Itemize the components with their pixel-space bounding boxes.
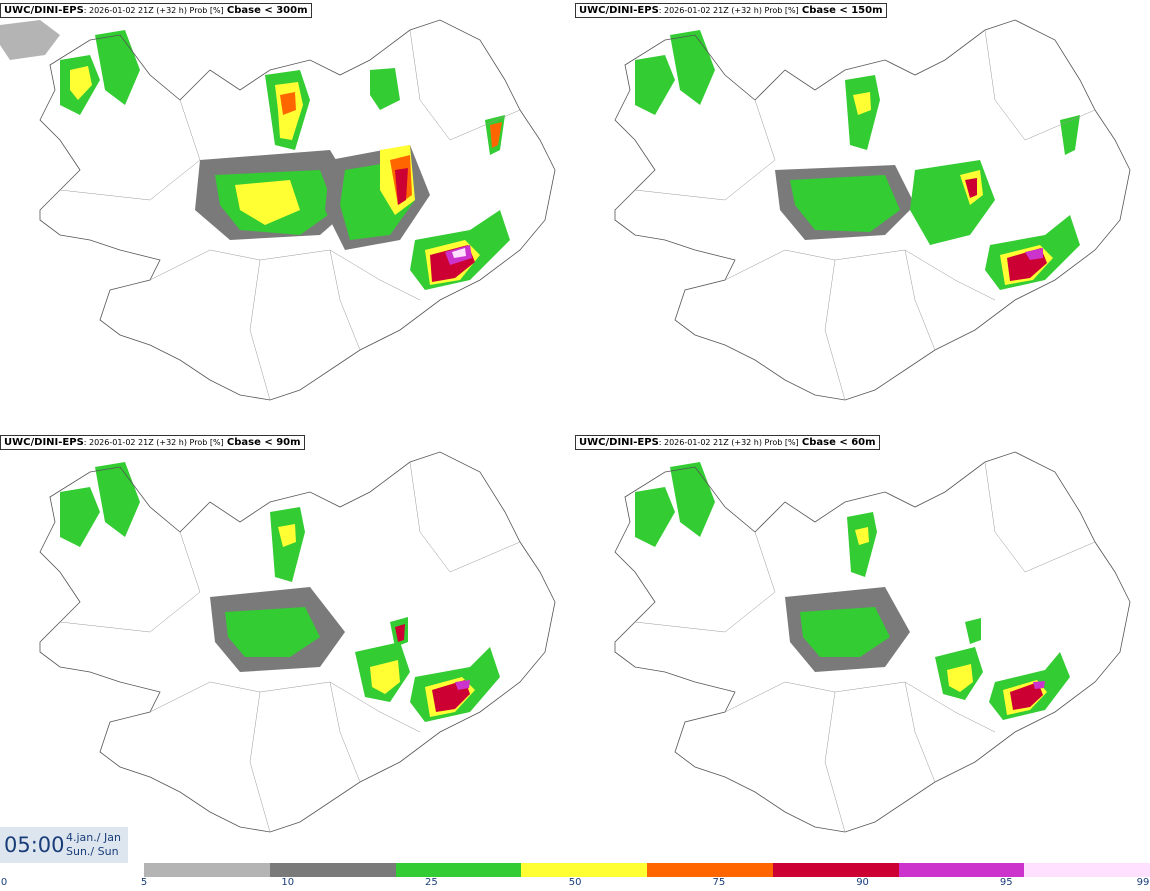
inland-boundaries — [634, 29, 1096, 401]
panel-title: UWC/DINI-EPS: 2026-01-02 21Z (+32 h) Pro… — [575, 3, 887, 18]
legend-swatch — [395, 863, 522, 877]
panel-title: UWC/DINI-EPS: 2026-01-02 21Z (+32 h) Pro… — [0, 435, 305, 450]
run-info: : 2026-01-02 21Z (+32 h) Prob [%] — [658, 6, 799, 15]
legend-tick-label: 0 — [0, 877, 8, 888]
coastline — [614, 19, 1131, 401]
legend-swatch — [772, 863, 899, 877]
legend-tick-label: 10 — [281, 877, 295, 888]
valid-time-box: 05:00 4.jan./ Jan Sun./ Sun — [0, 827, 128, 863]
map-panel-150m: UWC/DINI-EPS: 2026-01-02 21Z (+32 h) Pro… — [575, 0, 1150, 432]
valid-date-line1: 4.jan./ Jan — [66, 831, 121, 844]
legend-swatch — [1024, 863, 1150, 877]
coastline — [614, 451, 1131, 833]
coastline — [39, 451, 556, 833]
coastline — [39, 19, 556, 401]
legend-swatch — [521, 863, 647, 877]
panel-title: UWC/DINI-EPS: 2026-01-02 21Z (+32 h) Pro… — [0, 3, 312, 18]
prob-shading — [635, 30, 1080, 290]
legend-tick-label: 25 — [425, 877, 438, 888]
variable-name: Cbase < 90m — [226, 437, 301, 448]
legend-tick-label: 95 — [999, 877, 1013, 888]
run-info: : 2026-01-02 21Z (+32 h) Prob [%] — [83, 6, 224, 15]
model-name: UWC/DINI-EPS — [579, 5, 659, 16]
model-name: UWC/DINI-EPS — [579, 437, 659, 448]
legend-swatch — [898, 863, 1025, 877]
inland-boundaries — [59, 461, 521, 833]
run-info: : 2026-01-02 21Z (+32 h) Prob [%] — [658, 438, 799, 447]
legend-swatch — [144, 863, 270, 877]
legend-tick-label: 90 — [856, 877, 869, 888]
valid-date-line2: Sun./ Sun — [66, 845, 119, 858]
legend-ticks: 0 5 10 25 50 75 90 95 99 — [0, 877, 1150, 891]
variable-name: Cbase < 300m — [226, 5, 308, 16]
legend-tick-label: 50 — [568, 877, 582, 888]
iceland-probability-map — [614, 19, 1131, 401]
inland-boundaries — [59, 29, 521, 401]
map-panel-300m: UWC/DINI-EPS: 2026-01-02 21Z (+32 h) Pro… — [0, 0, 575, 432]
model-name: UWC/DINI-EPS — [4, 5, 84, 16]
iceland-probability-map — [39, 451, 556, 833]
variable-name: Cbase < 60m — [801, 437, 876, 448]
legend-tick-label: 99 — [1136, 877, 1150, 888]
map-panel-60m: UWC/DINI-EPS: 2026-01-02 21Z (+32 h) Pro… — [575, 432, 1150, 864]
run-info: : 2026-01-02 21Z (+32 h) Prob [%] — [83, 438, 224, 447]
prob-shading — [0, 20, 510, 290]
legend-tick-label: 75 — [712, 877, 726, 888]
valid-date: 4.jan./ Jan Sun./ Sun — [66, 831, 121, 859]
valid-time: 05:00 — [4, 833, 65, 857]
probability-color-legend — [144, 863, 1150, 877]
prob-shading — [60, 462, 500, 722]
iceland-probability-map — [0, 19, 556, 401]
panel-title: UWC/DINI-EPS: 2026-01-02 21Z (+32 h) Pro… — [575, 435, 880, 450]
legend-tick-label: 5 — [140, 877, 148, 888]
inland-boundaries — [634, 461, 1096, 833]
legend-swatch — [647, 863, 773, 877]
iceland-probability-map — [614, 451, 1131, 833]
model-name: UWC/DINI-EPS — [4, 437, 84, 448]
legend-swatch — [269, 863, 396, 877]
prob-shading — [635, 462, 1070, 720]
map-panel-90m: UWC/DINI-EPS: 2026-01-02 21Z (+32 h) Pro… — [0, 432, 575, 864]
variable-name: Cbase < 150m — [801, 5, 883, 16]
